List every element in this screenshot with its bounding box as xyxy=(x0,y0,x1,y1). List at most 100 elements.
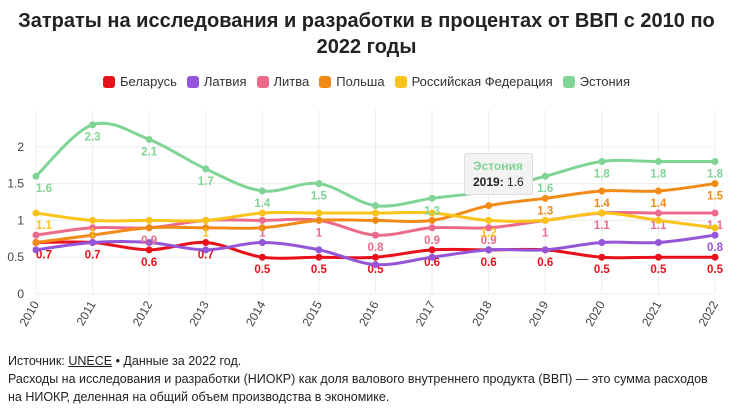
data-point xyxy=(654,253,662,261)
legend-label: Российская Федерация xyxy=(411,74,553,89)
data-label: 0.6 xyxy=(141,257,157,269)
data-label: 1 xyxy=(259,227,266,239)
data-label: 0.5 xyxy=(594,264,611,276)
data-point xyxy=(485,202,493,210)
data-point xyxy=(541,194,549,202)
x-tick-label: 2022 xyxy=(696,298,722,328)
data-point xyxy=(315,246,323,254)
tooltip-series: Эстония xyxy=(473,159,523,173)
data-point xyxy=(428,253,436,261)
legend-item[interactable]: Эстония xyxy=(562,74,630,89)
data-point xyxy=(372,202,379,210)
legend-label: Польша xyxy=(336,74,385,89)
data-point xyxy=(711,209,719,217)
legend-item[interactable]: Латвия xyxy=(186,74,247,89)
y-tick-label: 2 xyxy=(17,140,24,154)
legend-item[interactable]: Беларусь xyxy=(103,74,177,89)
data-label: 1.6 xyxy=(537,183,553,195)
data-label: 0.8 xyxy=(707,242,724,254)
footer: Источник: UNECE • Данные за 2022 год. Ра… xyxy=(8,352,708,406)
data-point xyxy=(32,209,40,217)
data-point xyxy=(711,231,719,239)
legend-swatch xyxy=(103,75,115,88)
data-label: 1.8 xyxy=(707,169,724,181)
tooltip: Эстония 2019: 1.6 xyxy=(464,153,533,195)
data-point xyxy=(598,158,606,166)
data-point xyxy=(372,231,379,239)
data-point xyxy=(315,209,323,217)
data-point xyxy=(654,209,662,217)
x-tick-label: 2014 xyxy=(243,298,269,328)
legend-item[interactable]: Польша xyxy=(319,74,385,89)
data-label: 2.3 xyxy=(85,132,101,144)
data-label: 0.6 xyxy=(481,257,497,269)
data-point xyxy=(202,216,210,224)
data-label: 1.4 xyxy=(650,198,667,210)
tooltip-year: 2019: xyxy=(473,175,504,189)
data-point xyxy=(541,216,549,224)
data-point xyxy=(315,180,323,188)
data-label: 1.4 xyxy=(254,198,271,210)
data-label: 1 xyxy=(203,227,210,239)
data-point xyxy=(145,216,153,224)
data-point xyxy=(258,216,266,224)
x-tick-label: 2019 xyxy=(526,298,552,328)
x-tick-label: 2010 xyxy=(17,298,43,328)
data-point xyxy=(202,224,210,232)
data-point xyxy=(654,238,662,246)
data-label: 1 xyxy=(316,227,323,239)
data-label: 0.7 xyxy=(198,249,214,261)
data-label: 1.1 xyxy=(36,220,53,232)
legend-label: Беларусь xyxy=(120,74,177,89)
data-point xyxy=(258,187,266,195)
legend-label: Латвия xyxy=(203,74,247,89)
legend-swatch xyxy=(394,75,407,88)
data-label: 1 xyxy=(542,227,549,239)
data-label: 1.7 xyxy=(198,176,214,188)
chart-title: Затраты на исследования и разработки в п… xyxy=(18,10,715,58)
legend-item[interactable]: Российская Федерация xyxy=(394,74,553,89)
data-point xyxy=(485,216,493,224)
x-tick-label: 2013 xyxy=(186,298,212,328)
data-label: 1.6 xyxy=(36,183,52,195)
data-label: 1.5 xyxy=(707,191,724,203)
data-point xyxy=(258,209,266,217)
data-label: 0.5 xyxy=(707,264,724,276)
data-point xyxy=(372,253,379,261)
legend-item[interactable]: Литва xyxy=(256,74,309,89)
data-point xyxy=(711,224,719,232)
data-point xyxy=(258,238,266,246)
data-label: 1.2 xyxy=(481,227,497,239)
legend-swatch xyxy=(186,75,199,88)
data-label: 0.7 xyxy=(36,249,52,261)
data-point xyxy=(598,187,606,195)
data-label: 0.7 xyxy=(85,249,101,261)
data-point xyxy=(541,172,549,180)
data-point xyxy=(428,224,436,232)
x-tick-label: 2018 xyxy=(469,298,495,328)
data-point xyxy=(315,253,323,261)
data-point xyxy=(485,246,493,254)
data-label: 0.9 xyxy=(481,235,497,247)
legend-swatch xyxy=(256,75,269,88)
x-tick-label: 2015 xyxy=(300,298,326,328)
tooltip-value: 1.6 xyxy=(507,175,524,189)
source-link[interactable]: UNECE xyxy=(68,354,113,368)
data-label: 2.1 xyxy=(141,146,158,158)
data-point xyxy=(32,246,40,254)
data-point xyxy=(428,216,436,224)
data-point xyxy=(32,238,40,246)
chart-description: Расходы на исследования и разработки (НИ… xyxy=(8,372,708,404)
x-tick-label: 2020 xyxy=(582,298,608,328)
data-point xyxy=(541,246,549,254)
line-chart: 0 0.5 1 1.5 2 2010 2011 2012 2013 2014 2015 2016 201… xyxy=(7,110,724,329)
data-point xyxy=(145,135,153,143)
data-point xyxy=(711,253,719,261)
data-point xyxy=(428,209,436,217)
data-label: 1.8 xyxy=(594,169,611,181)
data-label: 0.6 xyxy=(537,257,553,269)
data-point xyxy=(258,224,266,232)
data-point xyxy=(654,158,662,166)
data-label: 0.5 xyxy=(650,264,667,276)
data-label: 1.3 xyxy=(424,205,440,217)
